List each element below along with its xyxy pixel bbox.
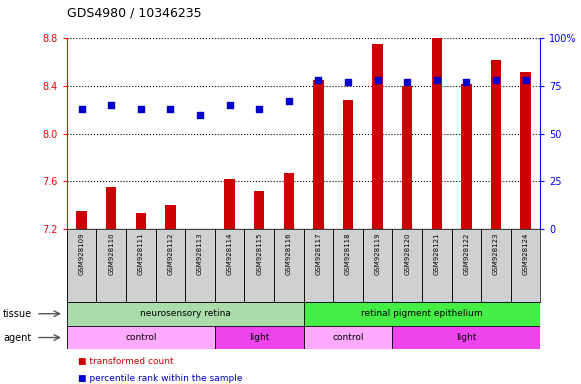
Text: GSM928113: GSM928113	[197, 233, 203, 275]
Text: GSM928112: GSM928112	[167, 233, 173, 275]
Bar	[284, 173, 294, 229]
Text: tissue: tissue	[3, 309, 32, 319]
Point	[462, 79, 471, 85]
Text: retinal pigment epithelium: retinal pigment epithelium	[361, 309, 483, 318]
Point	[314, 77, 323, 83]
Bar	[372, 44, 383, 229]
Text: GSM928111: GSM928111	[138, 233, 144, 275]
Bar	[313, 80, 324, 229]
Text: GSM928116: GSM928116	[286, 233, 292, 275]
Text: GSM928123: GSM928123	[493, 233, 499, 275]
Text: GSM928119: GSM928119	[375, 233, 381, 275]
Text: GSM928120: GSM928120	[404, 233, 410, 275]
Bar	[215, 326, 303, 349]
Bar	[521, 72, 530, 229]
Point	[166, 106, 175, 112]
Text: GSM928117: GSM928117	[315, 233, 321, 275]
Bar	[343, 100, 353, 229]
Bar	[491, 60, 501, 229]
Bar	[67, 302, 303, 326]
Text: light: light	[456, 333, 476, 342]
Text: control: control	[332, 333, 364, 342]
Bar	[303, 302, 540, 326]
Text: agent: agent	[3, 333, 31, 343]
Text: GSM928122: GSM928122	[463, 233, 469, 275]
Point	[403, 79, 412, 85]
Bar	[135, 214, 146, 229]
Bar	[392, 326, 540, 349]
Point	[77, 106, 86, 112]
Text: GSM928110: GSM928110	[108, 233, 114, 275]
Point	[284, 98, 293, 104]
Point	[373, 77, 382, 83]
Point	[195, 111, 205, 118]
Bar	[303, 326, 392, 349]
Point	[492, 77, 501, 83]
Text: GSM928118: GSM928118	[345, 233, 351, 275]
Text: GDS4980 / 10346235: GDS4980 / 10346235	[67, 6, 202, 19]
Bar	[165, 205, 175, 229]
Point	[136, 106, 145, 112]
Text: control: control	[125, 333, 156, 342]
Point	[225, 102, 234, 108]
Point	[432, 77, 442, 83]
Text: GSM928114: GSM928114	[227, 233, 232, 275]
Point	[521, 77, 530, 83]
Text: neurosensory retina: neurosensory retina	[140, 309, 231, 318]
Bar	[461, 84, 472, 229]
Bar	[106, 187, 116, 229]
Text: GSM928124: GSM928124	[522, 233, 529, 275]
Text: GSM928109: GSM928109	[78, 233, 85, 275]
Bar	[432, 38, 442, 229]
Bar	[254, 191, 264, 229]
Text: ■ transformed count: ■ transformed count	[78, 357, 174, 366]
Text: GSM928121: GSM928121	[434, 233, 440, 275]
Text: GSM928115: GSM928115	[256, 233, 262, 275]
Bar	[224, 179, 235, 229]
Point	[254, 106, 264, 112]
Bar	[77, 211, 87, 229]
Text: light: light	[249, 333, 270, 342]
Text: ■ percentile rank within the sample: ■ percentile rank within the sample	[78, 374, 243, 383]
Bar	[67, 326, 215, 349]
Point	[343, 79, 353, 85]
Bar	[402, 86, 413, 229]
Point	[106, 102, 116, 108]
